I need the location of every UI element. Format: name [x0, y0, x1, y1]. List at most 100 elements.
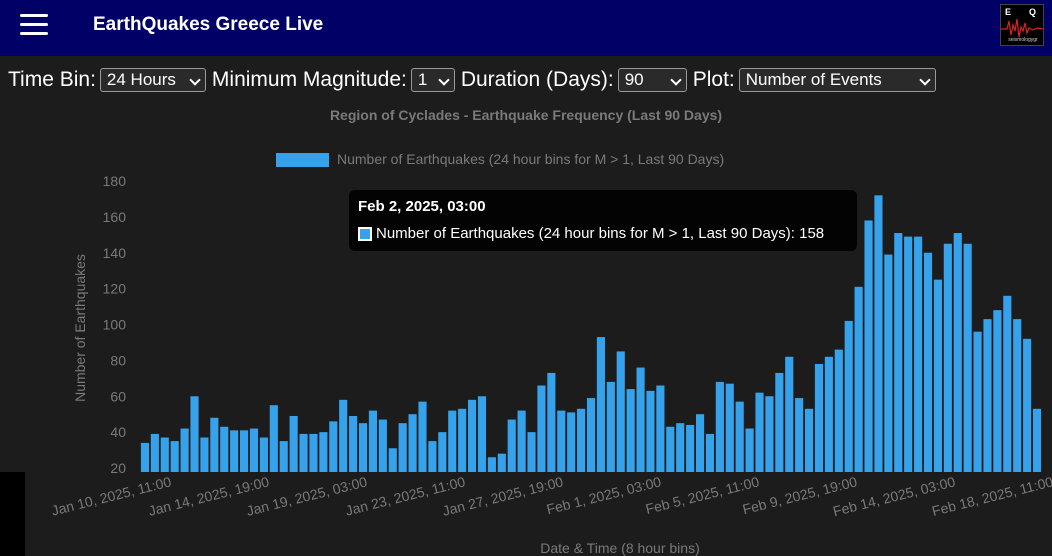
bar[interactable]	[814, 363, 824, 472]
bar[interactable]	[755, 392, 764, 472]
bar[interactable]	[319, 432, 328, 473]
bar[interactable]	[1032, 408, 1042, 472]
bar[interactable]	[676, 423, 685, 472]
bar[interactable]	[834, 349, 843, 472]
bar[interactable]	[418, 401, 427, 472]
bar[interactable]	[686, 424, 695, 472]
bar[interactable]	[240, 430, 249, 472]
bar[interactable]	[606, 381, 615, 472]
bar[interactable]	[428, 441, 437, 472]
bar[interactable]	[725, 383, 734, 472]
time-bin-select[interactable]: 24 Hours	[99, 68, 206, 92]
legend-label[interactable]: Number of Earthquakes (24 hour bins for …	[337, 151, 724, 167]
bar[interactable]	[844, 320, 853, 472]
bar[interactable]	[140, 442, 150, 472]
bar[interactable]	[933, 279, 942, 472]
bar[interactable]	[884, 254, 893, 472]
bar[interactable]	[190, 396, 199, 472]
bar[interactable]	[180, 428, 189, 472]
bar[interactable]	[557, 410, 566, 472]
bar[interactable]	[695, 414, 705, 472]
bar[interactable]	[220, 426, 229, 472]
bar[interactable]	[596, 337, 605, 472]
bar[interactable]	[805, 408, 814, 472]
bar[interactable]	[616, 351, 625, 472]
bar[interactable]	[646, 390, 655, 472]
bar[interactable]	[537, 385, 546, 472]
bar[interactable]	[914, 236, 923, 472]
bar[interactable]	[497, 453, 506, 472]
bar[interactable]	[289, 415, 298, 472]
bar[interactable]	[160, 437, 169, 472]
bar[interactable]	[795, 398, 804, 472]
bar[interactable]	[279, 441, 288, 472]
bar[interactable]	[586, 398, 596, 472]
bar[interactable]	[547, 372, 556, 472]
bar[interactable]	[894, 233, 903, 472]
bar[interactable]	[567, 412, 576, 472]
bar[interactable]	[200, 437, 209, 472]
bar[interactable]	[517, 410, 526, 472]
bar[interactable]	[299, 433, 308, 472]
bar[interactable]	[953, 233, 962, 472]
bar[interactable]	[249, 428, 259, 472]
bar[interactable]	[339, 399, 348, 472]
bar[interactable]	[1023, 338, 1032, 472]
bar[interactable]	[438, 432, 447, 473]
bar[interactable]	[666, 426, 675, 472]
min-magnitude-select[interactable]: 1	[410, 68, 455, 92]
bar[interactable]	[448, 410, 457, 472]
bar[interactable]	[874, 195, 883, 472]
bar[interactable]	[378, 419, 387, 472]
bar[interactable]	[1013, 319, 1022, 472]
plot-select[interactable]: Number of Events	[738, 68, 936, 92]
bar[interactable]	[309, 433, 318, 472]
bar[interactable]	[398, 423, 407, 472]
bar[interactable]	[705, 433, 715, 472]
bar[interactable]	[904, 236, 913, 472]
bar[interactable]	[487, 457, 496, 472]
bar[interactable]	[765, 396, 774, 472]
bar[interactable]	[408, 414, 417, 472]
legend-swatch[interactable]	[276, 153, 329, 167]
bar[interactable]	[329, 421, 338, 472]
bar[interactable]	[715, 381, 724, 472]
bar[interactable]	[368, 410, 377, 472]
bar[interactable]	[636, 367, 645, 472]
bar[interactable]	[923, 252, 933, 472]
min-magnitude-label: Minimum Magnitude:	[211, 68, 407, 91]
bar[interactable]	[477, 396, 487, 472]
duration-select[interactable]: 90	[617, 68, 687, 92]
bar[interactable]	[854, 286, 863, 472]
bar[interactable]	[943, 243, 952, 472]
bar[interactable]	[458, 408, 467, 472]
bar[interactable]	[349, 415, 358, 472]
bar[interactable]	[1003, 295, 1012, 472]
bar[interactable]	[993, 310, 1002, 472]
bar[interactable]	[527, 432, 536, 473]
bar[interactable]	[735, 401, 744, 472]
bar[interactable]	[388, 448, 397, 472]
seismology-logo[interactable]: E Q seismologygr	[1000, 4, 1044, 46]
bar[interactable]	[170, 441, 179, 472]
bar[interactable]	[983, 319, 992, 472]
bar[interactable]	[259, 437, 268, 472]
bar[interactable]	[150, 433, 159, 472]
bar[interactable]	[269, 405, 278, 472]
bar[interactable]	[358, 423, 368, 472]
bar[interactable]	[656, 385, 665, 472]
bar[interactable]	[507, 419, 516, 472]
bar[interactable]	[210, 417, 219, 472]
bar[interactable]	[745, 428, 754, 472]
bar[interactable]	[785, 356, 794, 472]
bar[interactable]	[824, 356, 833, 472]
bar[interactable]	[626, 389, 635, 472]
menu-icon[interactable]	[20, 14, 48, 36]
bar[interactable]	[864, 220, 873, 472]
bar[interactable]	[230, 430, 239, 472]
bar[interactable]	[973, 331, 982, 472]
bar[interactable]	[467, 399, 477, 472]
bar[interactable]	[963, 243, 972, 472]
bar[interactable]	[775, 372, 784, 472]
bar[interactable]	[577, 408, 586, 472]
